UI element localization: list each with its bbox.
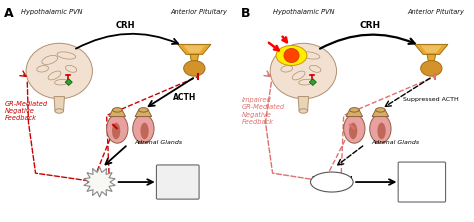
Text: Adrenal Glands: Adrenal Glands <box>135 140 183 145</box>
Text: CORT: CORT <box>87 178 112 186</box>
Polygon shape <box>65 79 72 85</box>
Text: B: B <box>240 7 250 20</box>
Ellipse shape <box>270 43 337 99</box>
Text: CRH: CRH <box>359 21 380 30</box>
Polygon shape <box>109 110 126 117</box>
Polygon shape <box>372 110 389 117</box>
Ellipse shape <box>140 123 149 139</box>
Text: Anterior Pituitary: Anterior Pituitary <box>408 9 465 15</box>
Ellipse shape <box>26 43 92 99</box>
Ellipse shape <box>310 172 353 192</box>
Ellipse shape <box>133 114 154 143</box>
Ellipse shape <box>138 108 148 112</box>
Text: Hypothalamic PVN: Hypothalamic PVN <box>273 9 334 15</box>
Polygon shape <box>298 97 309 111</box>
Text: A: A <box>4 7 13 20</box>
FancyBboxPatch shape <box>398 162 446 202</box>
Text: Anterior Pituitary: Anterior Pituitary <box>171 9 228 15</box>
Text: Stress
Response: Stress Response <box>160 176 195 188</box>
Ellipse shape <box>113 108 122 112</box>
Circle shape <box>284 48 299 63</box>
Polygon shape <box>415 44 448 54</box>
Text: Hypothalamic PVN: Hypothalamic PVN <box>21 9 83 15</box>
Ellipse shape <box>377 123 386 139</box>
Polygon shape <box>421 46 442 53</box>
Text: GR-Mediated
Negative
Feedback: GR-Mediated Negative Feedback <box>5 101 48 121</box>
Ellipse shape <box>55 109 64 113</box>
Text: Decreased
CORT: Decreased CORT <box>311 176 353 188</box>
Polygon shape <box>184 46 205 53</box>
Text: Impaired
GR-Mediated
Negative
Feedback: Impaired GR-Mediated Negative Feedback <box>242 97 285 125</box>
Polygon shape <box>54 97 64 111</box>
Ellipse shape <box>349 108 359 112</box>
Ellipse shape <box>370 114 391 143</box>
Ellipse shape <box>349 123 357 139</box>
Text: Adrenal Glands: Adrenal Glands <box>372 140 420 145</box>
Polygon shape <box>427 54 436 62</box>
Ellipse shape <box>344 114 365 143</box>
Text: CRH: CRH <box>116 21 136 30</box>
Text: ACTH: ACTH <box>173 93 196 102</box>
Ellipse shape <box>375 108 385 112</box>
Polygon shape <box>135 110 152 117</box>
Polygon shape <box>84 167 115 197</box>
Ellipse shape <box>421 61 442 76</box>
Polygon shape <box>346 110 363 117</box>
Ellipse shape <box>299 109 308 113</box>
Polygon shape <box>178 44 211 54</box>
Ellipse shape <box>183 61 205 76</box>
Polygon shape <box>309 79 316 85</box>
Ellipse shape <box>276 46 307 65</box>
Ellipse shape <box>112 123 120 139</box>
Text: Altered
Stress
Response: Altered Stress Response <box>404 172 439 192</box>
Polygon shape <box>190 54 199 62</box>
Ellipse shape <box>107 114 128 143</box>
Text: Suppressed ACTH: Suppressed ACTH <box>403 97 459 102</box>
FancyBboxPatch shape <box>156 165 199 199</box>
